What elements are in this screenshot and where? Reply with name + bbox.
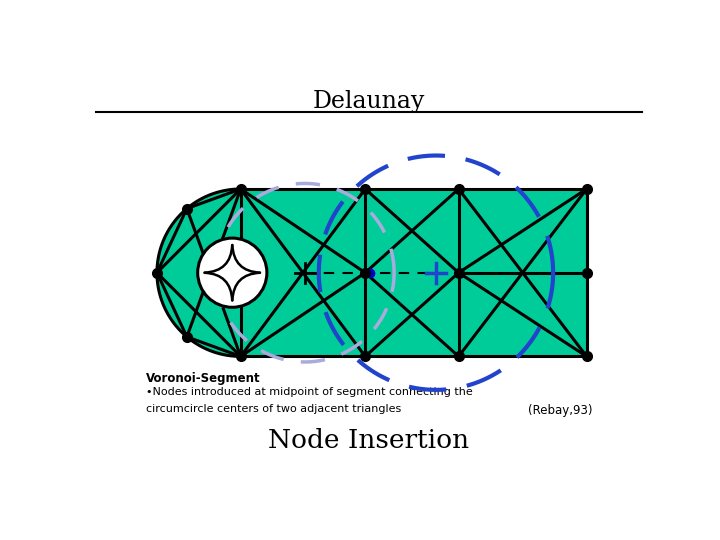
Circle shape: [198, 238, 267, 307]
Text: circumcircle centers of two adjacent triangles: circumcircle centers of two adjacent tri…: [145, 404, 401, 414]
Text: Delaunay: Delaunay: [312, 90, 426, 113]
Text: Node Insertion: Node Insertion: [269, 428, 469, 453]
Polygon shape: [157, 189, 587, 356]
Text: Voronoi-Segment: Voronoi-Segment: [145, 372, 261, 385]
Text: (Rebay,93): (Rebay,93): [528, 404, 593, 417]
Text: •Nodes introduced at midpoint of segment connecting the: •Nodes introduced at midpoint of segment…: [145, 387, 472, 397]
